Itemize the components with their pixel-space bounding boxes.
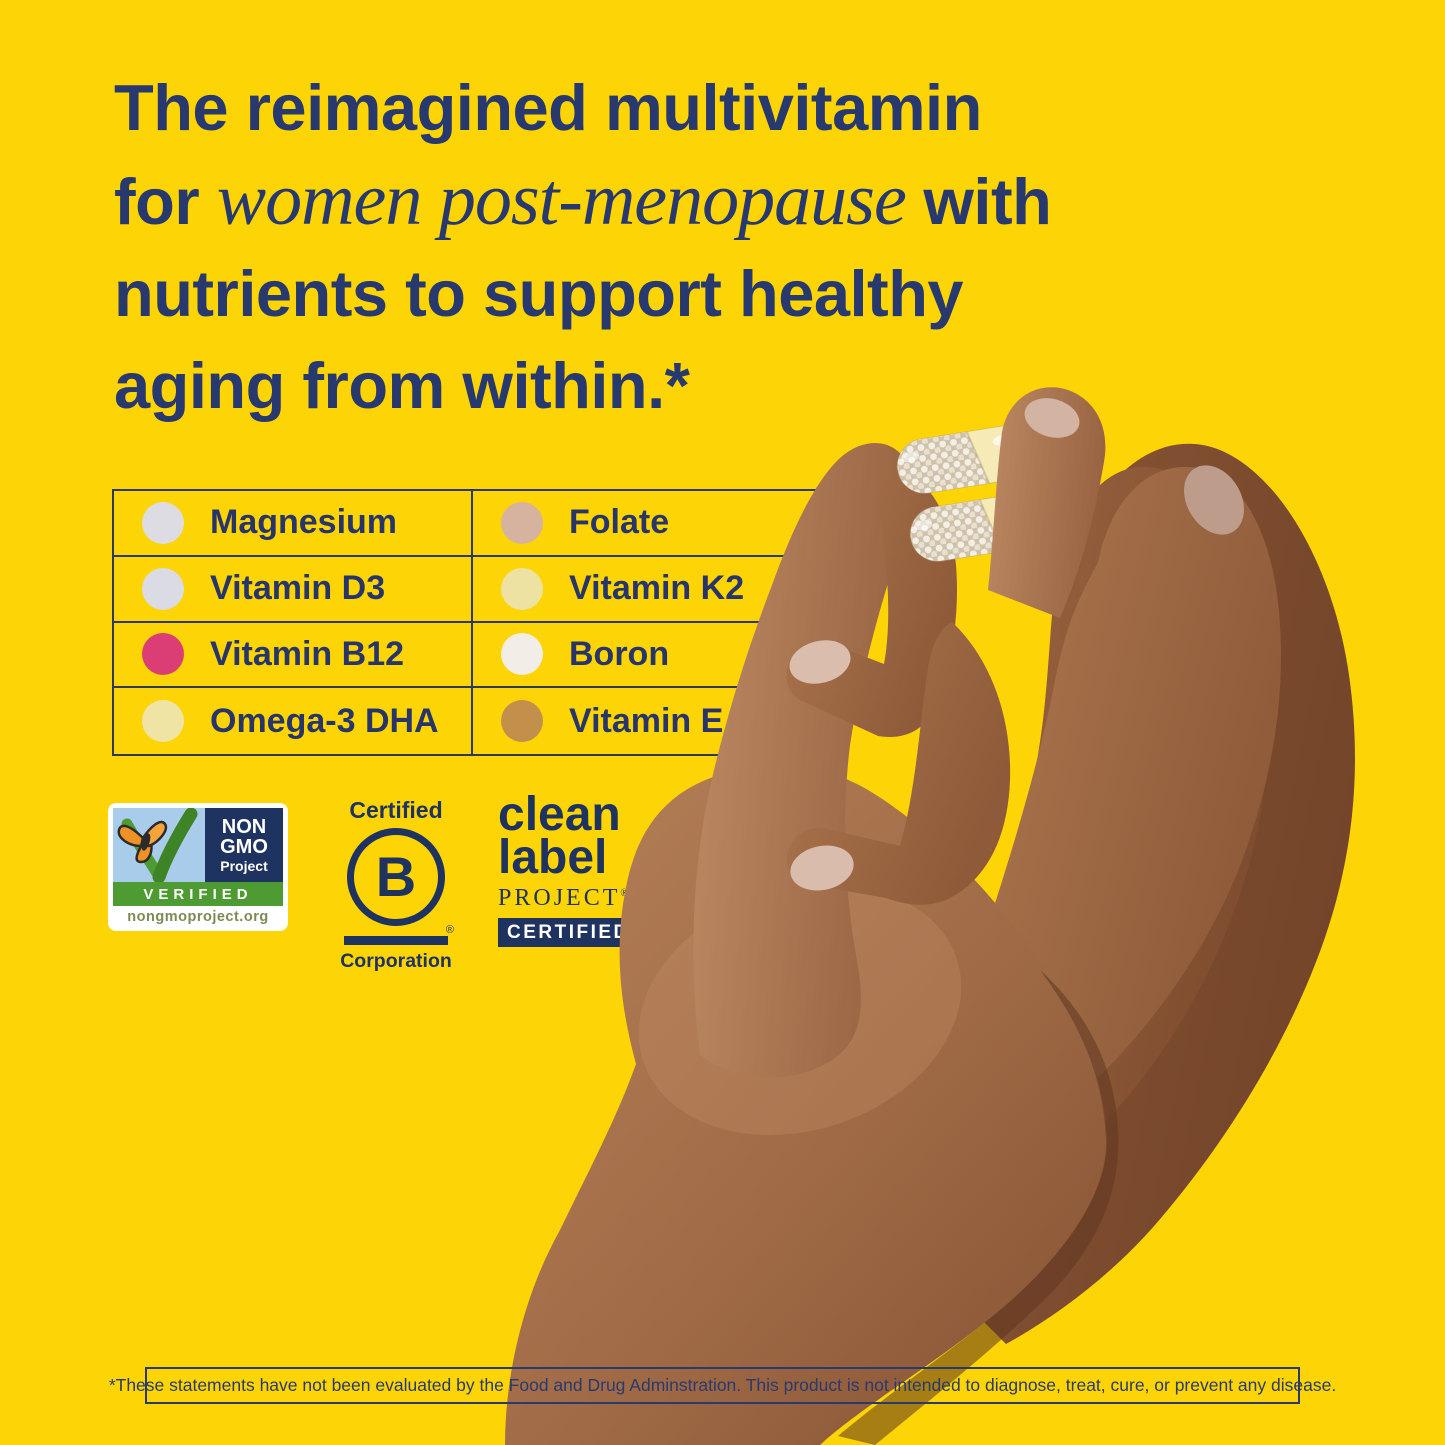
clean-label-project-badge: clean label PROJECT® CERTIFIED (498, 788, 639, 947)
table-row: Boron (473, 623, 828, 689)
butterfly-icon (117, 820, 168, 864)
non-gmo-butterfly-icon (113, 808, 205, 882)
b-corp-circle-icon: B (347, 828, 445, 926)
headline-line1: The reimagined multivitamin (114, 71, 982, 144)
nutrient-dot-vitamin-d3 (142, 567, 184, 610)
table-row: Vitamin E (473, 688, 828, 754)
table-row: Vitamin D3 (114, 556, 473, 623)
b-corp-corporation-label: Corporation (340, 950, 452, 972)
nutrient-label: Omega-3 DHA (210, 701, 439, 740)
table-row: Omega-3 DHA (114, 688, 473, 754)
index-tip-nail (1024, 398, 1080, 438)
curled-middle-fingernail (790, 845, 854, 891)
headline: The reimagined multivitamin for women po… (114, 62, 1194, 432)
headline-line4: aging from within.* (114, 349, 690, 422)
non-gmo-wordmark: NON GMO Project (205, 808, 283, 882)
non-gmo-verified-badge: NON GMO Project VERIFIED nongmoproject.o… (108, 803, 288, 931)
hand-middle-finger (972, 466, 1281, 1090)
index-fingernail (789, 640, 851, 684)
clean-label-certified-band: CERTIFIED (498, 918, 639, 947)
nutrient-label: Vitamin K2 (569, 569, 745, 608)
nutrient-label: Folate (569, 503, 670, 542)
fda-disclaimer-text: *These statements have not been evaluate… (108, 1375, 1337, 1395)
nutrient-label: Magnesium (210, 503, 398, 542)
b-corp-bar (344, 936, 448, 945)
nutrient-label: Vitamin D3 (210, 569, 386, 608)
middle-fingernail (1184, 465, 1244, 535)
headline-line2: for women post-menopause with (114, 159, 1052, 241)
headline-italic-phrase: women post-menopause (216, 159, 907, 241)
nutrient-dot-omega3-dha (142, 700, 184, 743)
nutrient-label: Boron (569, 634, 670, 673)
b-corp-certified-label: Certified (349, 797, 443, 823)
nutrient-dot-boron (501, 633, 543, 676)
nutrient-dot-magnesium (142, 501, 184, 544)
nutrient-label: Vitamin E (569, 701, 724, 740)
clean-label-word1: clean (498, 788, 621, 841)
non-gmo-url: nongmoproject.org (127, 909, 269, 925)
clean-label-word2: label (498, 831, 608, 884)
hand-middle-finger-curled (786, 622, 1011, 905)
nutrient-dot-vitamin-k2 (501, 567, 543, 610)
clean-label-project-label: PROJECT® (498, 885, 628, 911)
b-corp-registered-mark: ® (445, 924, 454, 936)
nutrient-dot-vitamin-e (501, 700, 543, 743)
nutrient-table: Magnesium Folate Vitamin D3 Vitamin K2 V… (112, 489, 828, 756)
hand-thumb (693, 443, 912, 1078)
nutrient-dot-folate (501, 501, 543, 544)
table-row: Magnesium (114, 491, 473, 557)
hand-palm-wrist (505, 765, 1108, 1445)
nutrient-label: Vitamin B12 (210, 634, 405, 673)
fda-disclaimer-box: *These statements have not been evaluate… (109, 1367, 1336, 1404)
certification-badges: NON GMO Project VERIFIED nongmoproject.o… (108, 791, 639, 973)
nutrient-dot-vitamin-b12 (142, 633, 184, 676)
table-row: Folate (473, 491, 828, 557)
table-row: Vitamin K2 (473, 557, 828, 623)
headline-line3: nutrients to support healthy (114, 257, 964, 330)
b-corp-badge: Certified B ® Corporation (336, 797, 456, 973)
non-gmo-verified-band: VERIFIED (113, 882, 283, 906)
table-row: Vitamin B12 (114, 622, 473, 689)
hand-edge-shadow (838, 970, 1119, 1445)
hand-index-fingertip (988, 387, 1106, 618)
